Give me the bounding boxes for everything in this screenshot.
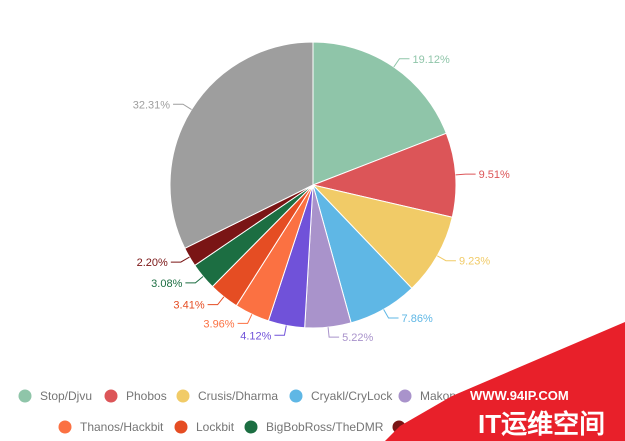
legend-label: Stop/Djvu: [40, 389, 92, 403]
leader-line: [393, 58, 410, 68]
percent-label: 19.12%: [412, 54, 450, 66]
percent-label: 9.51%: [479, 169, 510, 181]
percent-label: 5.22%: [342, 332, 373, 344]
legend-label: BigBobRoss/TheDMR: [266, 420, 384, 434]
leader-line: [455, 173, 476, 176]
pie-slice: [311, 132, 457, 218]
percent-label: 4.12%: [240, 330, 271, 342]
legend-swatch: [104, 389, 118, 403]
watermark-url: WWW.94IP.COM: [470, 388, 569, 403]
legend-swatch: [174, 420, 188, 434]
pie-slices: [169, 41, 457, 329]
percent-labels: 19.12% 9.51% 9.23% 7.86% 5.22% 4.12% 3.96% 3.41…: [133, 54, 510, 344]
watermark-title: IT运维空间: [478, 409, 605, 439]
legend-label: Thanos/Hackbit: [80, 420, 164, 434]
percent-label: 3.08%: [151, 278, 182, 290]
percent-label: 9.23%: [459, 256, 490, 268]
watermark-ribbon: WWW.94IP.COM IT运维空间: [385, 322, 625, 441]
percent-label: 3.41%: [173, 300, 204, 312]
legend-swatch: [289, 389, 303, 403]
leader-line: [327, 327, 340, 338]
leader-line: [173, 103, 192, 110]
watermark-ribbon-shape: [385, 322, 625, 441]
pie-slice: [311, 184, 453, 290]
legend-swatch: [244, 420, 258, 434]
percent-label: 32.31%: [133, 99, 171, 111]
legend-swatch: [398, 389, 412, 403]
legend-swatch: [176, 389, 190, 403]
legend-label: Lockbit: [196, 420, 235, 434]
legend-label: Cryakl/CryLock: [311, 389, 393, 403]
leader-line: [437, 255, 456, 262]
leader-line: [274, 325, 287, 336]
percent-label: 2.20%: [137, 257, 168, 269]
legend-swatch: [58, 420, 72, 434]
leader-lines: [170, 58, 476, 338]
percent-label: 3.96%: [203, 318, 234, 330]
legend-label: Crusis/Dharma: [198, 389, 278, 403]
leader-line: [185, 276, 204, 284]
leader-line: [170, 256, 190, 263]
leader-line: [237, 314, 253, 324]
percent-label: 7.86%: [402, 313, 433, 325]
legend-swatch: [18, 389, 32, 403]
leader-line: [383, 309, 399, 319]
legend-label: Phobos: [126, 389, 167, 403]
leader-line: [207, 296, 225, 306]
